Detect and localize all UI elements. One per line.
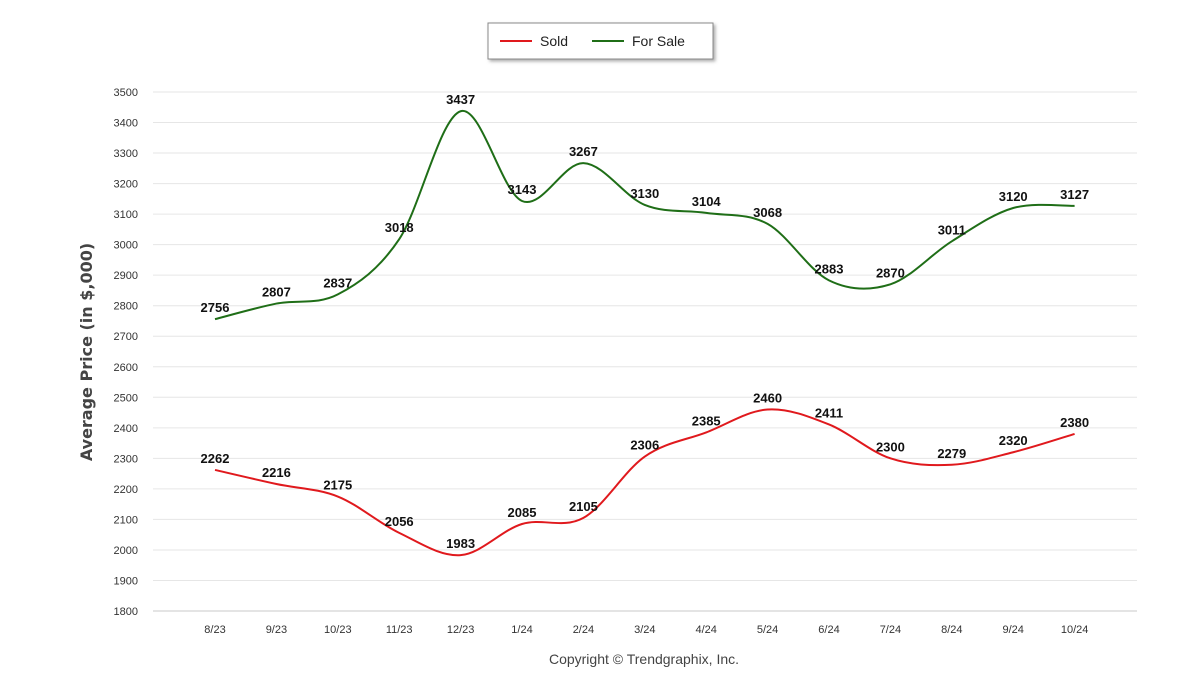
y-tick-label: 2600 [114, 362, 138, 374]
x-tick-label: 11/23 [386, 624, 413, 636]
data-label-sold: 2380 [1060, 415, 1089, 430]
data-label-for-sale: 3018 [385, 220, 414, 235]
x-tick-label: 10/24 [1061, 624, 1089, 636]
data-label-for-sale: 3130 [630, 186, 659, 201]
data-label-sold: 2306 [630, 438, 659, 453]
y-tick-label: 2900 [114, 270, 138, 282]
data-label-for-sale: 2837 [323, 275, 352, 290]
y-tick-label: 1900 [114, 575, 138, 587]
legend-label-for-sale: For Sale [632, 33, 685, 49]
data-label-sold: 2262 [201, 451, 230, 466]
data-label-for-sale: 2756 [201, 300, 230, 315]
y-tick-label: 3400 [114, 118, 138, 130]
data-labels: 2262 2216 2175 2056 1983 2085 2105 2306 2385 2460… [201, 92, 1090, 551]
y-tick-label: 2200 [114, 484, 138, 496]
data-label-sold: 2460 [753, 391, 782, 406]
data-label-for-sale: 3267 [569, 144, 598, 159]
x-tick-label: 10/23 [324, 624, 352, 636]
x-tick-label: 12/23 [447, 624, 475, 636]
y-axis-title: Average Price (in $,000) [77, 243, 96, 461]
y-tick-label: 3100 [114, 209, 138, 221]
data-label-sold: 2385 [692, 413, 721, 428]
y-tick-label: 2700 [114, 331, 138, 343]
x-tick-label: 8/24 [941, 624, 962, 636]
x-tick-label: 2/24 [573, 624, 594, 636]
y-tick-label: 3500 [114, 87, 138, 99]
x-tick-label: 3/24 [634, 624, 655, 636]
x-tick-label: 9/23 [266, 624, 287, 636]
data-label-for-sale: 2807 [262, 285, 291, 300]
x-tick-label: 8/23 [204, 624, 225, 636]
data-label-for-sale: 3127 [1060, 187, 1089, 202]
data-label-sold: 2279 [937, 446, 966, 461]
data-label-sold: 2105 [569, 499, 598, 514]
data-label-sold: 2085 [508, 505, 537, 520]
data-label-for-sale: 3011 [938, 222, 966, 237]
copyright-credit: Copyright © Trendgraphix, Inc. [549, 651, 739, 667]
legend-label-sold: Sold [540, 33, 568, 49]
x-tick-label: 5/24 [757, 624, 778, 636]
data-label-for-sale: 3437 [446, 92, 475, 107]
y-tick-label: 2800 [114, 301, 138, 313]
y-tick-label: 2400 [114, 423, 138, 435]
data-label-for-sale: 2870 [876, 265, 905, 280]
series-line-sold [214, 408, 1075, 557]
data-label-for-sale: 3120 [999, 189, 1028, 204]
data-label-for-sale: 3104 [692, 194, 722, 209]
y-tick-label: 2000 [114, 545, 138, 557]
data-label-sold: 2216 [262, 465, 291, 480]
data-label-sold: 2411 [815, 405, 843, 420]
y-tick-label: 3300 [114, 148, 138, 160]
data-label-sold: 1983 [446, 536, 475, 551]
series-line-for-sale [214, 110, 1075, 321]
y-tick-label: 2500 [114, 392, 138, 404]
x-tick-label: 9/24 [1002, 624, 1023, 636]
x-tick-label: 7/24 [880, 624, 901, 636]
y-tick-label: 3200 [114, 179, 138, 191]
y-tick-label: 2100 [114, 514, 138, 526]
data-label-sold: 2056 [385, 514, 414, 529]
data-label-for-sale: 2883 [815, 261, 844, 276]
gridlines [153, 91, 1137, 612]
series-lines [214, 110, 1075, 557]
legend: Sold For Sale [487, 22, 714, 60]
x-tick-label: 6/24 [818, 624, 839, 636]
x-tick-label: 4/24 [695, 624, 716, 636]
y-tick-label: 3000 [114, 240, 138, 252]
data-label-sold: 2300 [876, 439, 905, 454]
y-tick-label: 1800 [114, 606, 138, 618]
axes: 1800 1900 2000 2100 2200 2300 2400 2500 2600 2700… [114, 87, 1137, 636]
data-label-sold: 2320 [999, 433, 1028, 448]
x-tick-label: 1/24 [511, 624, 532, 636]
y-tick-label: 2300 [114, 453, 138, 465]
data-label-sold: 2175 [323, 478, 352, 493]
data-label-for-sale: 3068 [753, 205, 782, 220]
data-label-for-sale: 3143 [508, 182, 537, 197]
